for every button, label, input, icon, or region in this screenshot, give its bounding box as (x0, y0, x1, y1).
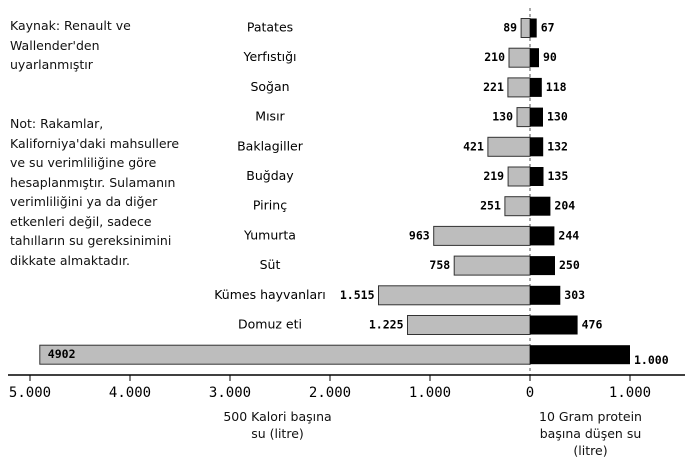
source-note: Kaynak: Renault ve Wallender'den uyarlan… (10, 18, 131, 72)
value-label: 67 (541, 21, 555, 35)
value-label: 219 (483, 169, 504, 183)
x-tick-label: 5.000 (9, 385, 51, 401)
x-tick-label: 1.000 (409, 385, 451, 401)
value-label: 1.225 (369, 318, 404, 332)
value-label: 476 (582, 318, 603, 332)
bar-left (453, 255, 531, 276)
bar-left (516, 107, 531, 128)
x-tick-label: 0 (526, 385, 534, 401)
category-label: Yumurta (243, 227, 296, 242)
value-label: 89 (503, 21, 517, 35)
bar-left (504, 196, 531, 217)
value-label: 244 (558, 228, 579, 242)
left-axis-label: 500 Kalori başına su (litre) (223, 409, 332, 441)
value-label: 132 (547, 139, 568, 153)
category-label: Domuz eti (238, 317, 302, 332)
value-label: 118 (546, 80, 567, 94)
value-label: 90 (543, 50, 557, 64)
note: Not: Rakamlar, Kaliforniya'daki mahsulle… (10, 116, 180, 268)
bar-right (530, 345, 630, 365)
value-label: 251 (480, 199, 501, 213)
x-tick-label: 2.000 (309, 385, 351, 401)
value-label: 963 (409, 228, 430, 242)
category-label: Süt (260, 257, 281, 272)
bar-left (39, 344, 531, 365)
bar-left (433, 225, 531, 246)
value-label: 303 (564, 288, 585, 302)
bar-right (530, 167, 544, 186)
category-label: Yerfıstığı (243, 49, 297, 64)
category-label: Patates (247, 20, 293, 35)
value-label: 221 (483, 80, 504, 94)
bar-left (487, 136, 531, 157)
bar-left (378, 285, 531, 306)
bar-right (530, 107, 543, 127)
value-label: 210 (484, 50, 505, 64)
x-tick-label: 3.000 (209, 385, 251, 401)
category-label: Pirinç (253, 198, 287, 213)
category-label: Soğan (250, 79, 289, 94)
value-label: 130 (492, 110, 513, 124)
bar-right (530, 226, 555, 246)
value-label: 130 (547, 110, 568, 124)
bar-left (507, 166, 531, 187)
value-label: 4902 (48, 347, 76, 361)
bar-left (407, 315, 531, 335)
x-tick-label: 4.000 (109, 385, 151, 401)
value-label: 250 (559, 258, 580, 272)
bar-right (530, 196, 551, 216)
value-label: 135 (548, 169, 569, 183)
bar-left (520, 18, 531, 38)
value-label: 1.515 (340, 288, 375, 302)
bar-right (530, 285, 561, 305)
value-label: 421 (463, 139, 484, 153)
bar-right (530, 315, 578, 335)
category-label: Buğday (246, 168, 294, 183)
bar-left (507, 77, 531, 98)
category-label: Baklagiller (237, 138, 304, 153)
bar-right (530, 256, 555, 276)
category-label: Mısır (255, 109, 285, 124)
bar-left (508, 47, 531, 68)
value-label: 1.000 (634, 353, 669, 367)
value-label: 758 (429, 258, 450, 272)
bar-right (530, 18, 537, 38)
bar-right (530, 48, 539, 68)
bar-right (530, 77, 542, 97)
value-label: 204 (554, 199, 575, 213)
x-tick-label: 1.000 (609, 385, 651, 401)
bar-right (530, 137, 544, 157)
right-axis-label: 10 Gram protein başına düşen su (litre) (539, 409, 642, 458)
category-label: Kümes hayvanları (214, 287, 326, 302)
